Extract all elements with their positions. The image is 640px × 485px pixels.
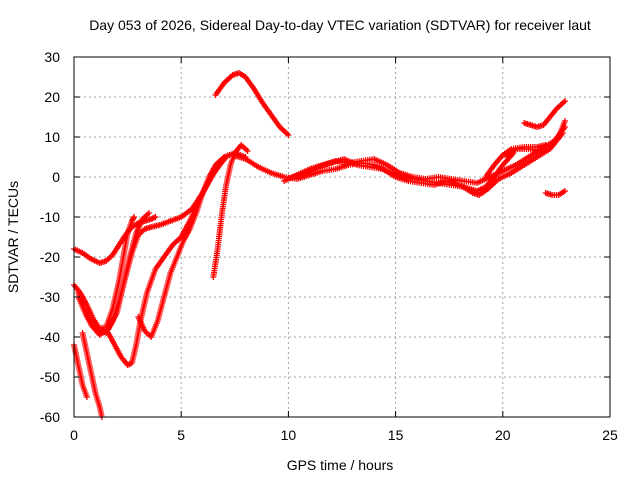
data-point bbox=[221, 154, 228, 160]
y-tick-label: -60 bbox=[40, 409, 60, 425]
data-point bbox=[83, 394, 90, 400]
x-tick-label: 0 bbox=[70, 427, 78, 443]
grid bbox=[74, 57, 610, 417]
y-tick-label: 0 bbox=[52, 169, 60, 185]
y-axis-label: SDTVAR / TECUs bbox=[5, 181, 21, 293]
x-axis-label: GPS time / hours bbox=[287, 457, 394, 473]
y-tick-label: -20 bbox=[40, 249, 60, 265]
y-tick-label: -10 bbox=[40, 209, 60, 225]
data-point bbox=[131, 214, 138, 220]
data-point bbox=[561, 98, 568, 104]
chart-title: Day 053 of 2026, Sidereal Day-to-day VTE… bbox=[89, 17, 591, 33]
series-arc-11 bbox=[229, 150, 517, 194]
x-tick-label: 20 bbox=[495, 427, 511, 443]
data-point bbox=[130, 215, 137, 222]
series-arc-13 bbox=[289, 130, 566, 198]
x-tick-label: 25 bbox=[602, 427, 618, 443]
x-tick-label: 5 bbox=[177, 427, 185, 443]
series-arc-6 bbox=[135, 154, 228, 340]
data-point bbox=[561, 118, 568, 124]
series-arc-10 bbox=[212, 70, 292, 138]
data-point bbox=[146, 210, 153, 216]
x-tick-label: 15 bbox=[388, 427, 404, 443]
series-arc-7 bbox=[210, 142, 251, 280]
series-arc-4 bbox=[75, 214, 138, 332]
y-tick-label: -40 bbox=[40, 329, 60, 345]
series-arc-1 bbox=[71, 214, 159, 266]
y-tick-label: 20 bbox=[44, 89, 60, 105]
series-arc-15 bbox=[504, 118, 568, 160]
y-tick-label: 30 bbox=[44, 49, 60, 65]
data-point bbox=[244, 148, 251, 154]
series-arc-17 bbox=[542, 188, 568, 198]
data-point bbox=[561, 188, 568, 194]
data-point bbox=[152, 214, 159, 220]
y-tick-label: -30 bbox=[40, 289, 60, 305]
data-point bbox=[285, 132, 292, 138]
y-tick-label: -50 bbox=[40, 369, 60, 385]
series-arc-16 bbox=[521, 98, 568, 130]
plot-frame bbox=[73, 56, 611, 418]
axis-ticks: 0 5 10 15 20 25 -60 -50 -40 -30 -20 -10 0 10 20 30 bbox=[40, 49, 618, 443]
data-points bbox=[71, 70, 568, 420]
x-tick-label: 10 bbox=[281, 427, 297, 443]
series-arc-9 bbox=[79, 330, 105, 420]
y-tick-label: 10 bbox=[44, 129, 60, 145]
